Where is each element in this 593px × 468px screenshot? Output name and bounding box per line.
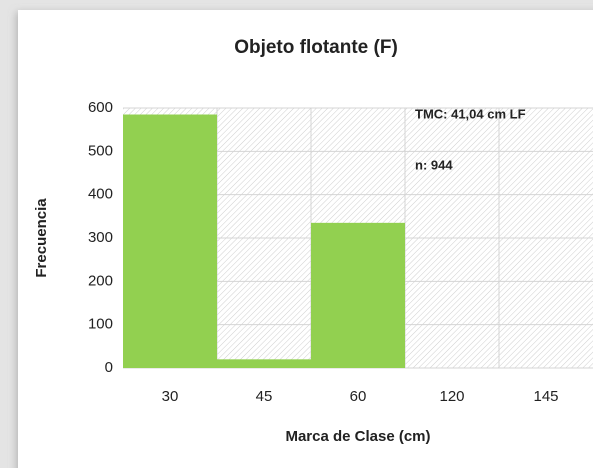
bar: [311, 222, 405, 368]
y-tick-label: 100: [88, 316, 113, 333]
y-tick-label: 600: [88, 99, 113, 116]
x-tick-label: 145: [533, 388, 558, 405]
x-tick-label: 60: [350, 388, 367, 405]
x-axis-title: Marca de Clase (cm): [285, 428, 430, 445]
x-tick-label: 45: [256, 388, 273, 405]
annotation: TMC: 41,04 cm LF: [415, 106, 526, 121]
y-tick-label: 300: [88, 229, 113, 246]
x-tick-label: 30: [162, 388, 179, 405]
y-tick-label: 500: [88, 142, 113, 159]
chart-title: Objeto flotante (F): [234, 37, 398, 58]
y-tick-label: 0: [105, 359, 113, 376]
annotation: n: 944: [415, 157, 453, 172]
y-axis-title: Frecuencia: [33, 198, 50, 278]
x-tick-label: 120: [439, 388, 464, 405]
y-tick-label: 200: [88, 272, 113, 289]
y-tick-label: 400: [88, 186, 113, 203]
bar: [217, 359, 311, 368]
bar: [123, 114, 217, 368]
